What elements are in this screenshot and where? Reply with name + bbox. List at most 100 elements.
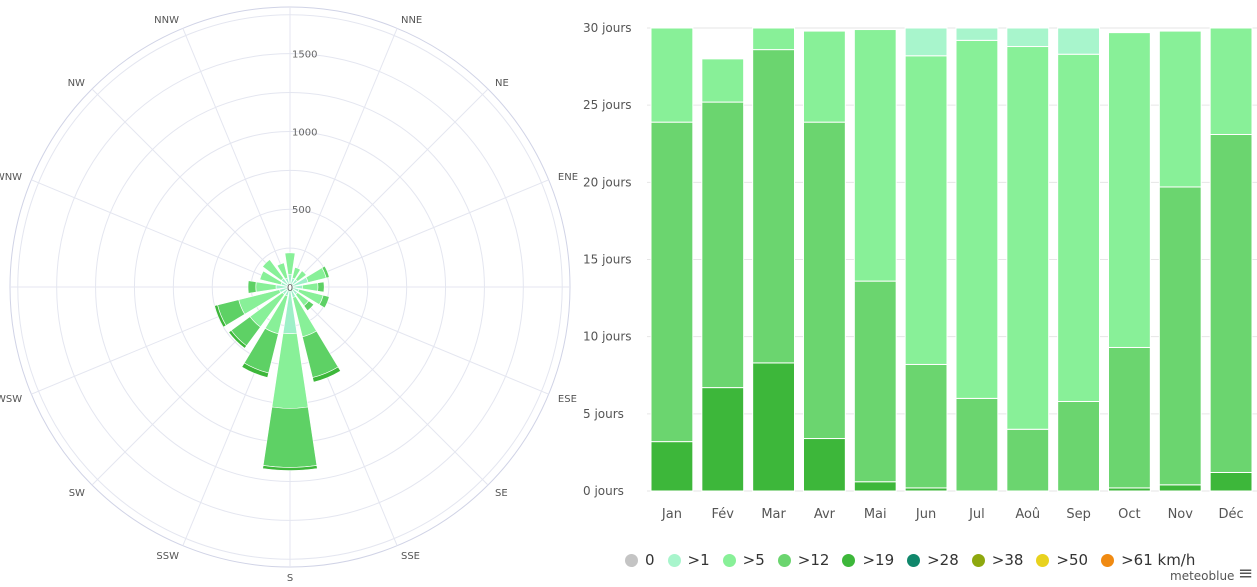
bar-segment-jul-gt1	[955, 27, 999, 41]
rose-wedge-s-gt5	[271, 332, 309, 409]
rose-wedge-e-gt12	[317, 281, 325, 293]
rose-radial-tick-label: 500	[292, 205, 311, 216]
bar-x-tick-label: Mar	[761, 507, 786, 522]
rose-direction-label: WSW	[0, 394, 22, 405]
legend-swatch	[842, 553, 856, 567]
legend-label: >1	[687, 551, 710, 569]
bar-segment-déc-gt19	[1209, 471, 1253, 492]
bar-segment-avr-gt19	[803, 438, 846, 492]
rose-spoke	[182, 28, 291, 288]
bar-x-tick-label: Oct	[1118, 507, 1140, 522]
legend-item[interactable]: >5	[722, 551, 765, 569]
rose-wedge-nnw-gt5	[276, 262, 289, 280]
bar-segment-avr-gt5	[803, 30, 846, 123]
chart-legend: 0 >1 >5 >12 >19 >28 >38 >50 >61 km/h	[625, 549, 1208, 571]
bar-x-tick-label: Mai	[864, 507, 887, 522]
legend-label: >5	[742, 551, 765, 569]
bar-segment-mar-gt5	[752, 27, 796, 51]
rose-direction-label: SSW	[156, 551, 179, 562]
legend-swatch	[1101, 553, 1115, 567]
bar-segment-nov-gt19	[1158, 484, 1202, 492]
bar-y-tick-label: 25 jours	[583, 98, 632, 112]
rose-direction-label: ESE	[558, 394, 577, 405]
bar-segment-sep-gt12	[1057, 400, 1100, 492]
bar-segment-mar-gt19	[752, 362, 796, 492]
legend-label: >12	[797, 551, 830, 569]
rose-spoke	[289, 286, 489, 486]
bar-segment-jun-gt12	[904, 363, 948, 489]
rose-direction-label: NNW	[154, 15, 179, 26]
legend-item[interactable]: >12	[777, 551, 830, 569]
rose-wedge-ne-gt5	[295, 270, 307, 282]
bar-segment-aoû-gt1	[1006, 27, 1050, 48]
bar-x-tick-label: Jan	[661, 507, 682, 522]
bar-segment-jan-gt19	[650, 441, 694, 492]
rose-wedge-n-gt5	[284, 252, 296, 276]
legend-label: >19	[862, 551, 895, 569]
rose-wedge-ese-gt12	[318, 294, 330, 309]
bar-segment-jan-gt5	[650, 27, 694, 123]
rose-spoke	[289, 286, 549, 395]
bar-segment-déc-gt5	[1209, 27, 1253, 135]
bar-x-tick-label: Nov	[1168, 507, 1194, 522]
legend-item[interactable]: >38	[971, 551, 1023, 569]
bar-x-tick-label: Jun	[915, 507, 936, 522]
bar-segment-nov-gt12	[1158, 186, 1202, 486]
bar-segment-mai-gt12	[853, 280, 897, 483]
bar-y-tick-label: 10 jours	[583, 330, 632, 344]
bar-segment-jun-gt1	[904, 27, 948, 57]
rose-wedge-s-gt12	[262, 406, 318, 468]
legend-item[interactable]: >1	[667, 551, 710, 569]
rose-spoke	[31, 179, 291, 288]
bar-segment-jul-gt12	[955, 397, 999, 492]
rose-spoke	[289, 179, 549, 288]
rose-wedge-s-gt19	[262, 465, 318, 471]
rose-wedge-ssw-gt19	[241, 362, 269, 378]
rose-wedge-wsw-gt19	[214, 304, 227, 328]
legend-item[interactable]: >28	[907, 551, 959, 569]
bar-x-tick-label: Fév	[712, 507, 735, 522]
bar-segment-jan-gt12	[650, 121, 694, 443]
rose-wedge-wnw-gt5	[259, 270, 283, 286]
bar-segment-fév-gt12	[701, 101, 745, 389]
rose-direction-label: SW	[69, 488, 85, 499]
monthly-wind-bar-chart: 0 jours 5 jours 10 jours 15 jours 20 jours 25…	[583, 21, 1257, 522]
legend-swatch	[667, 553, 681, 567]
hamburger-menu-icon[interactable]: ≡	[1238, 563, 1254, 584]
rose-direction-label: NNE	[401, 15, 422, 26]
legend-label: >61 km/h	[1121, 551, 1196, 569]
meteoblue-credit: meteoblue	[1170, 569, 1235, 583]
legend-item[interactable]: >50	[1036, 551, 1088, 569]
rose-spoke	[289, 88, 489, 288]
rose-radial-tick-label: 1500	[292, 50, 317, 61]
rose-spoke	[289, 28, 398, 288]
rose-wedge-nw-gt5	[262, 259, 284, 281]
rose-spoke	[91, 88, 291, 288]
wind-rose-chart: NNENEENEEESESESSESSSWSWWSWWWNWNWNNW50010…	[0, 6, 578, 584]
legend-swatch	[907, 553, 921, 567]
rose-direction-label: ENE	[558, 172, 578, 183]
bar-segment-aoû-gt5	[1006, 46, 1050, 430]
bar-segment-nov-gt5	[1158, 30, 1202, 188]
rose-wedge-ene-gt12	[321, 265, 330, 279]
bar-segment-aoû-gt12	[1006, 428, 1050, 492]
bar-x-tick-label: Déc	[1219, 507, 1244, 522]
rose-wedge-nne-gt5	[291, 267, 301, 280]
legend-swatch	[1036, 553, 1050, 567]
legend-item[interactable]: 0	[625, 551, 655, 569]
rose-wedge-w-gt12	[247, 280, 257, 294]
bar-segment-sep-gt5	[1057, 53, 1100, 402]
rose-wedge-w-gt5	[255, 281, 277, 293]
legend-item[interactable]: >61 km/h	[1101, 551, 1195, 569]
bar-segment-mar-gt12	[752, 49, 796, 364]
rose-direction-label: WNW	[0, 172, 22, 183]
legend-swatch	[625, 553, 638, 567]
legend-item[interactable]: >19	[842, 551, 894, 569]
bar-y-tick-label: 15 jours	[583, 253, 632, 267]
bar-y-tick-label: 5 jours	[583, 407, 624, 421]
bar-y-tick-label: 30 jours	[583, 21, 632, 35]
bar-x-tick-label: Aoû	[1015, 507, 1040, 522]
rose-center-label: 0	[287, 283, 293, 294]
rose-direction-label: S	[287, 573, 293, 584]
legend-label: 0	[645, 551, 655, 569]
